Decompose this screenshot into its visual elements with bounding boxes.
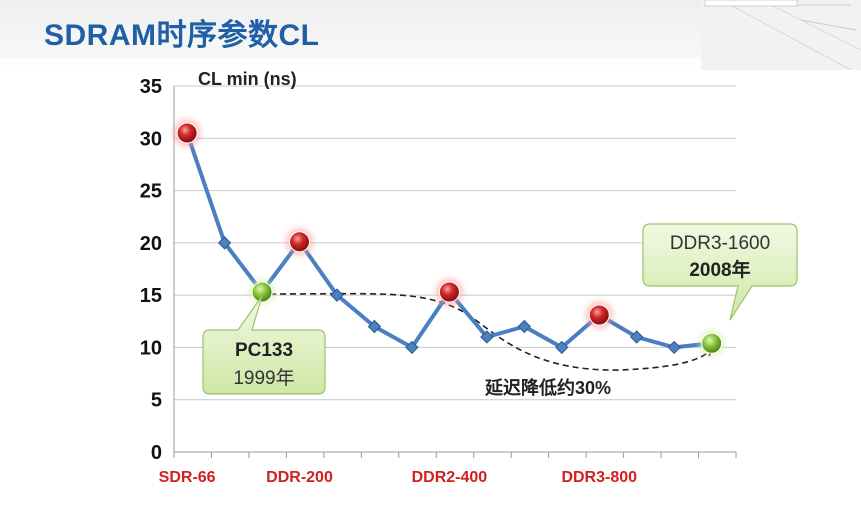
axes <box>173 86 737 458</box>
x-tick-label: SDR-66 <box>159 469 216 486</box>
ddr3-name: DDR3-1600 <box>670 233 770 254</box>
data-point-marker <box>555 340 569 355</box>
y-tick-label: 30 <box>140 128 162 150</box>
y-tick-label: 15 <box>140 285 162 307</box>
gridlines <box>174 85 736 401</box>
green-highlight-point <box>701 332 723 354</box>
x-tick-label: DDR2-400 <box>412 469 488 486</box>
data-point-marker <box>667 340 681 355</box>
x-tick-label: DDR3-800 <box>561 469 637 486</box>
trend-arrow <box>269 292 715 371</box>
series-line <box>185 132 712 350</box>
series-markers <box>217 236 681 355</box>
ddr3-1600-callout: DDR3-1600 2008年 <box>642 223 798 321</box>
highlight-markers <box>173 119 725 357</box>
y-tick-label: 25 <box>140 181 162 203</box>
data-point-marker <box>217 236 232 250</box>
slide-title: SDRAM时序参数CL <box>44 19 320 52</box>
data-point-marker <box>330 288 344 302</box>
red-highlight-point <box>289 231 311 253</box>
y-tick-label: 5 <box>151 390 162 412</box>
pc133-year: 1999年 <box>233 367 294 389</box>
y-tick-label: 20 <box>140 233 162 255</box>
decorative-corner-graphic <box>701 0 861 70</box>
data-point-marker <box>480 330 494 344</box>
y-tick-label: 10 <box>140 337 162 359</box>
red-highlight-point <box>588 304 610 326</box>
y-tick-label: 0 <box>151 442 162 464</box>
green-highlight-point <box>251 281 273 303</box>
red-highlight-point <box>438 281 460 303</box>
ddr3-year: 2008年 <box>689 258 750 281</box>
y-tick-label: 35 <box>140 76 162 98</box>
data-point-marker <box>517 319 532 334</box>
x-tick-label: DDR-200 <box>266 469 333 486</box>
x-tick-labels: SDR-66 DDR-200 DDR2-400 DDR3-800 <box>159 469 637 486</box>
data-point-marker <box>630 330 644 344</box>
y-axis-label: CL min (ns) <box>198 69 297 89</box>
y-tick-labels: 0 5 10 15 20 25 30 35 <box>140 76 162 464</box>
red-highlight-point <box>176 122 198 144</box>
series-polyline <box>185 132 712 350</box>
data-point-marker <box>367 319 382 334</box>
pc133-callout: PC133 1999年 <box>202 295 326 395</box>
pc133-name: PC133 <box>235 340 293 361</box>
reduction-annotation: 延迟降低约30% <box>484 377 611 398</box>
data-point-marker <box>405 340 419 355</box>
